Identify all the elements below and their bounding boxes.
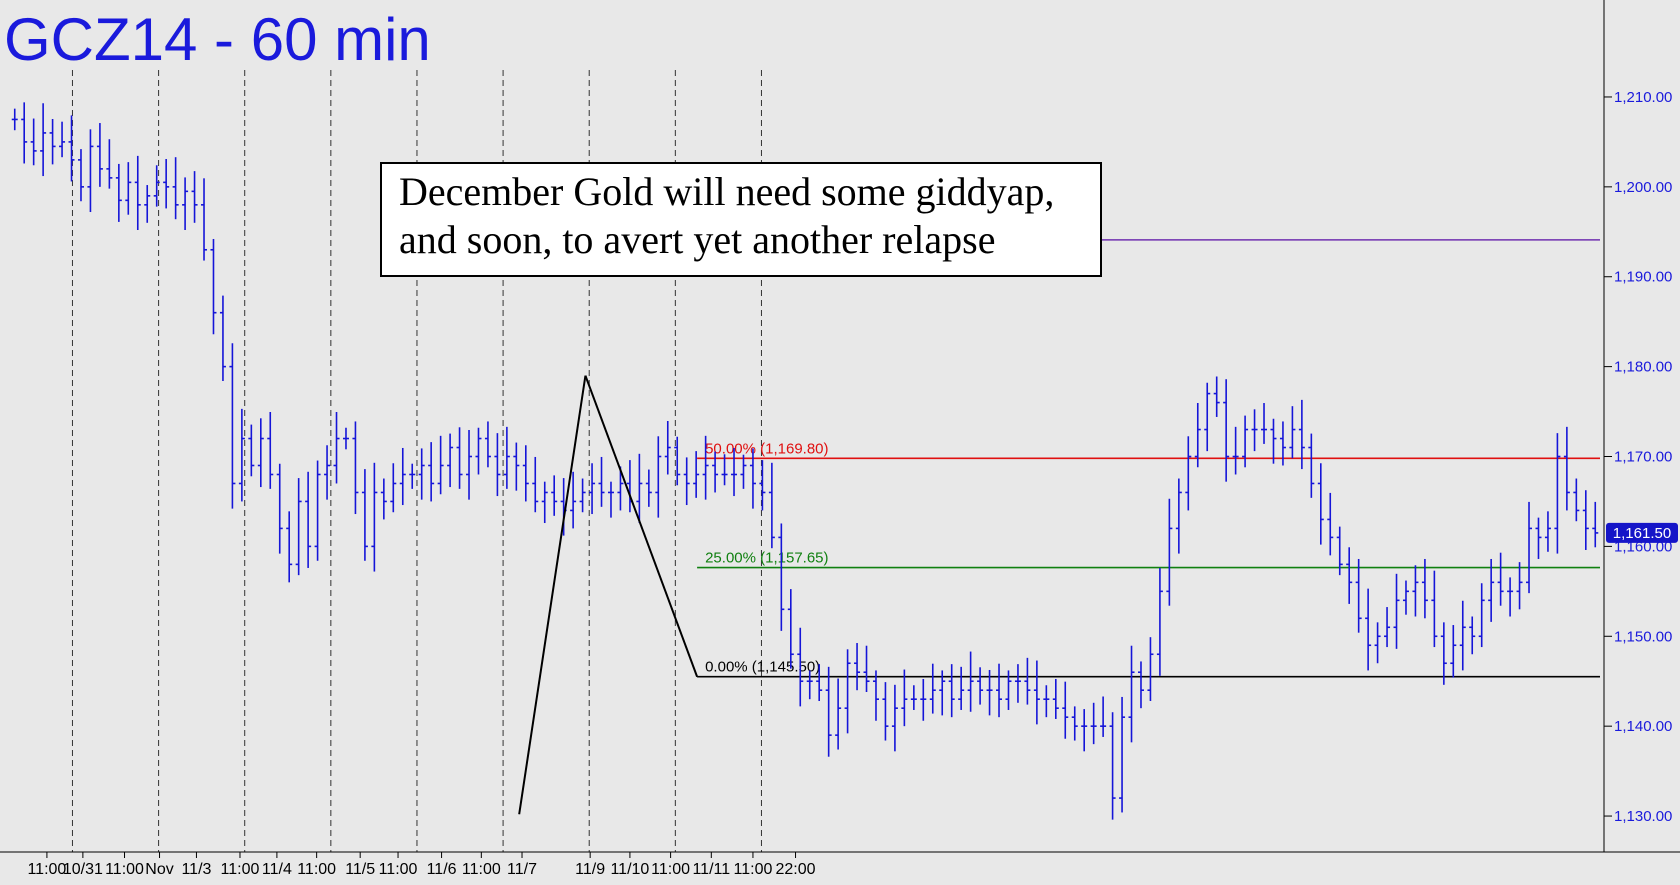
y-tick-label: 1,200.00 <box>1614 179 1672 196</box>
x-tick-label: 11:00 <box>379 861 418 878</box>
x-tick-label: 11/11 <box>692 861 730 878</box>
y-tick-label: 1,150.00 <box>1614 628 1672 645</box>
x-tick-label: 11/7 <box>507 861 537 878</box>
x-tick-label: 11:00 <box>734 861 773 878</box>
y-tick-label: 1,170.00 <box>1614 449 1672 466</box>
last-price-value: 1,161.50 <box>1613 525 1671 542</box>
chart-title: GCZ14 - 60 min <box>4 6 431 73</box>
y-tick-label: 1,140.00 <box>1614 718 1672 735</box>
x-tick-label: 11:00 <box>105 861 144 878</box>
x-tick-label: 11:00 <box>462 861 501 878</box>
trend-lines <box>518 375 699 815</box>
fib-level-label: 50.00% (1,169.80) <box>705 440 828 457</box>
x-tick-label: 11/9 <box>575 861 605 878</box>
y-tick-label: 1,130.00 <box>1614 808 1672 825</box>
x-tick-label: 11/4 <box>262 861 292 878</box>
trend-line <box>518 375 587 815</box>
annotation-frame <box>380 162 1102 277</box>
trend-line <box>584 375 699 678</box>
x-tick-label: Nov <box>145 861 173 878</box>
annotation-line-1: December Gold will need some giddyap, <box>399 169 1054 214</box>
x-tick-label: 11:00 <box>27 861 66 878</box>
y-tick-label: 1,190.00 <box>1614 269 1672 286</box>
x-tick-label: 10/31 <box>63 861 103 878</box>
x-tick-label: 22:00 <box>776 861 816 878</box>
x-tick-label: 11/6 <box>427 861 457 878</box>
fib-level-label: 0.00% (1,145.50) <box>705 659 820 676</box>
annotation-line-2: and soon, to avert yet another relapse <box>399 217 995 262</box>
last-price-badge-box <box>1606 522 1678 543</box>
x-tick-label: 11:00 <box>651 861 690 878</box>
x-tick-label: 11:00 <box>297 861 336 878</box>
y-axis: 1,130.001,140.001,150.001,160.001,170.00… <box>1604 89 1672 825</box>
last-price-badge: 1,161.50 <box>1606 522 1678 543</box>
x-tick-label: 11/10 <box>610 861 649 878</box>
y-tick-label: 1,210.00 <box>1614 89 1672 106</box>
fib-level-label: 25.00% (1,157.65) <box>705 550 828 567</box>
x-tick-label: 11/3 <box>181 861 211 878</box>
x-tick-label: 11:00 <box>221 861 260 878</box>
x-tick-label: 11/5 <box>345 861 375 878</box>
y-tick-label: 1,180.00 <box>1614 359 1672 376</box>
annotation-box: December Gold will need some giddyap, an… <box>380 162 1102 277</box>
